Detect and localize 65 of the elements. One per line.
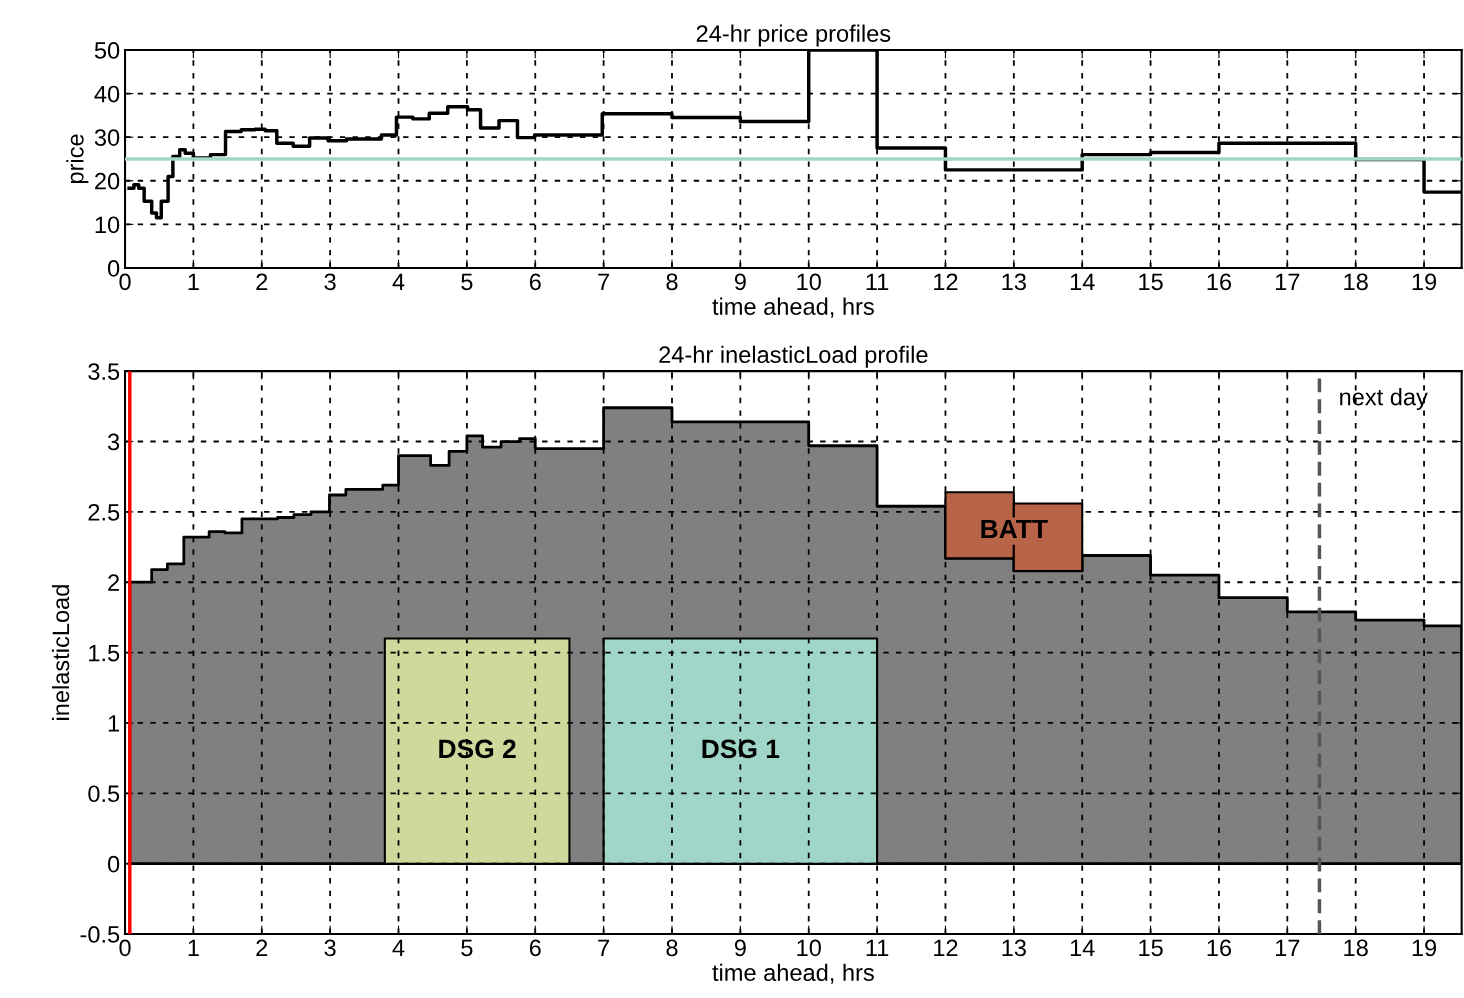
chart-title: 24-hr inelasticLoad profile <box>659 345 928 368</box>
y-tick-label: 0 <box>107 855 120 873</box>
x-tick-label: 6 <box>529 273 541 291</box>
x-tick-label: 15 <box>1139 939 1163 957</box>
x-tick-label: 1 <box>188 939 199 956</box>
x-tick-label: 10 <box>797 273 821 291</box>
x-tick-label: 11 <box>866 273 889 290</box>
x-tick-label: 1 <box>188 273 199 290</box>
x-axis-title: time ahead, hrs <box>712 297 874 318</box>
x-tick-label: 4 <box>392 273 405 290</box>
x-tick-label: 9 <box>734 939 746 957</box>
x-tick-label: 13 <box>1002 273 1026 291</box>
y-tick-label: 1.5 <box>89 644 120 662</box>
x-tick-label: 12 <box>934 273 958 290</box>
y-tick-label: 0 <box>107 260 120 277</box>
y-tick-label: -0.5 <box>80 926 120 943</box>
x-tick-label: 5 <box>461 273 473 291</box>
series-label: DSG 1 <box>702 739 780 759</box>
x-tick-label: 6 <box>529 939 541 957</box>
x-tick-label: 11 <box>866 939 889 956</box>
x-tick-label: 7 <box>598 273 609 290</box>
chart-title: 24-hr price profiles <box>696 24 891 47</box>
x-tick-label: 3 <box>324 939 336 957</box>
y-tick-label: 30 <box>94 129 120 146</box>
x-tick-label: 12 <box>934 939 958 956</box>
x-tick-label: 19 <box>1412 273 1437 291</box>
x-tick-label: 4 <box>392 939 405 956</box>
y-tick-label: 40 <box>94 85 120 103</box>
x-tick-label: 19 <box>1412 939 1437 957</box>
x-axis-title: time ahead, hrs <box>712 963 874 984</box>
x-tick-label: 13 <box>1002 939 1026 957</box>
x-tick-label: 16 <box>1207 939 1232 957</box>
x-tick-label: 0 <box>119 939 131 957</box>
y-tick-label: 3.5 <box>88 363 120 380</box>
y-tick-label: 10 <box>95 216 120 234</box>
ref-line-label: next day <box>1340 388 1428 411</box>
x-tick-label: 2 <box>256 273 268 290</box>
x-tick-label: 16 <box>1207 273 1232 291</box>
y-axis-title: inelasticLoad <box>51 585 70 720</box>
x-tick-label: 14 <box>1070 273 1095 290</box>
x-tick-label: 18 <box>1344 273 1368 291</box>
y-tick-label: 3 <box>107 433 120 451</box>
x-tick-label: 10 <box>797 939 821 957</box>
x-tick-label: 2 <box>256 939 268 956</box>
series-label: BATT <box>981 519 1048 539</box>
x-tick-label: 8 <box>666 273 678 291</box>
x-tick-label: 14 <box>1070 939 1095 956</box>
y-tick-label: 2.5 <box>88 503 120 521</box>
x-tick-label: 17 <box>1275 939 1300 956</box>
y-tick-label: 50 <box>94 42 120 59</box>
y-axis-title: price <box>66 134 89 184</box>
x-tick-label: 8 <box>666 939 678 957</box>
y-tick-label: 1 <box>108 715 120 732</box>
y-tick-label: 2 <box>108 574 119 591</box>
x-tick-label: 3 <box>324 273 336 291</box>
x-tick-label: 7 <box>598 939 609 956</box>
x-tick-label: 18 <box>1344 939 1368 957</box>
x-tick-label: 5 <box>461 939 473 957</box>
x-tick-label: 15 <box>1139 273 1163 291</box>
y-tick-label: 20 <box>95 172 120 190</box>
x-tick-label: 17 <box>1275 273 1300 290</box>
x-tick-label: 0 <box>119 273 131 291</box>
y-tick-label: 0.5 <box>88 785 120 803</box>
x-tick-label: 9 <box>734 273 746 291</box>
series-label: DSG 2 <box>439 739 516 759</box>
